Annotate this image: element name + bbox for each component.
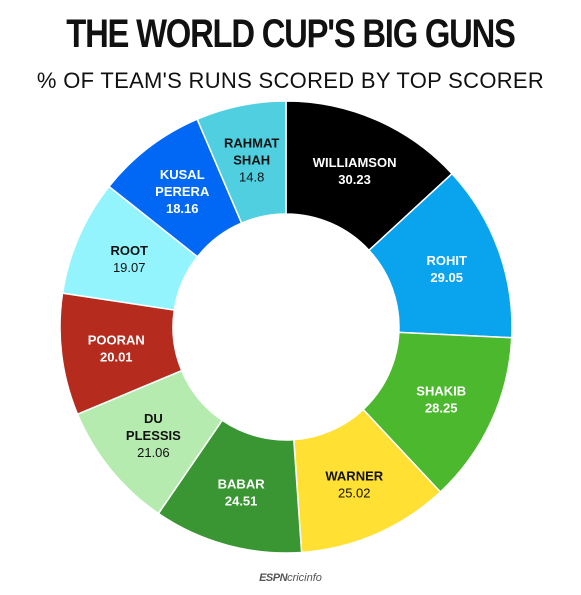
slice-name: SHAH [233,152,270,167]
slice-name: PLESSIS [126,428,181,443]
slice-name: DU [144,411,163,426]
slice-value: 14.8 [239,169,264,184]
slice-name: POORAN [88,332,145,347]
slice-label-root: ROOT 19.07 [110,243,148,275]
slice-label-rahmat-shah: RAHMAT SHAH 14.8 [224,135,279,184]
slice-label-pooran: POORAN 20.01 [88,332,145,364]
chart-title: THE WORLD CUP'S BIG GUNS [66,12,516,56]
slice-value: 29.05 [430,270,463,285]
slice-label-williamson: WILLIAMSON 30.23 [313,155,397,187]
donut-hole [173,214,399,440]
slice-value: 20.01 [100,349,133,364]
logo-cricinfo: cricinfo [287,572,322,584]
slice-name: WARNER [325,468,383,483]
slice-name: RAHMAT [224,135,279,150]
slice-label-shakib: SHAKIB 28.25 [416,383,466,415]
slice-value: 21.06 [137,445,170,460]
slice-value: 18.16 [166,201,199,216]
slice-label-du-plessis: DU PLESSIS 21.06 [126,411,181,460]
slice-value: 28.25 [425,400,458,415]
slice-name: PERERA [155,184,210,199]
slice-label-warner: WARNER 25.02 [325,468,383,500]
slice-name: ROOT [110,243,148,258]
slice-label-babar: BABAR 24.51 [218,477,266,509]
slice-name: ROHIT [426,253,467,268]
slice-value: 19.07 [113,260,146,275]
slice-label-rohit: ROHIT 29.05 [426,253,467,285]
chart-subtitle: % OF TEAM'S RUNS SCORED BY TOP SCORER [36,68,545,93]
slice-value: 30.23 [338,172,371,187]
slice-name: BABAR [218,477,266,492]
slice-value: 24.51 [225,494,258,509]
logo-espn: ESPN [259,572,288,584]
slice-value: 25.02 [338,485,371,500]
slice-label-kusal-perera: KUSAL PERERA 18.16 [155,167,210,216]
espncricinfo-logo: ESPNcricinfo [0,572,581,584]
slice-name: SHAKIB [416,383,466,398]
slice-name: WILLIAMSON [313,155,397,170]
slice-name: KUSAL [160,167,205,182]
